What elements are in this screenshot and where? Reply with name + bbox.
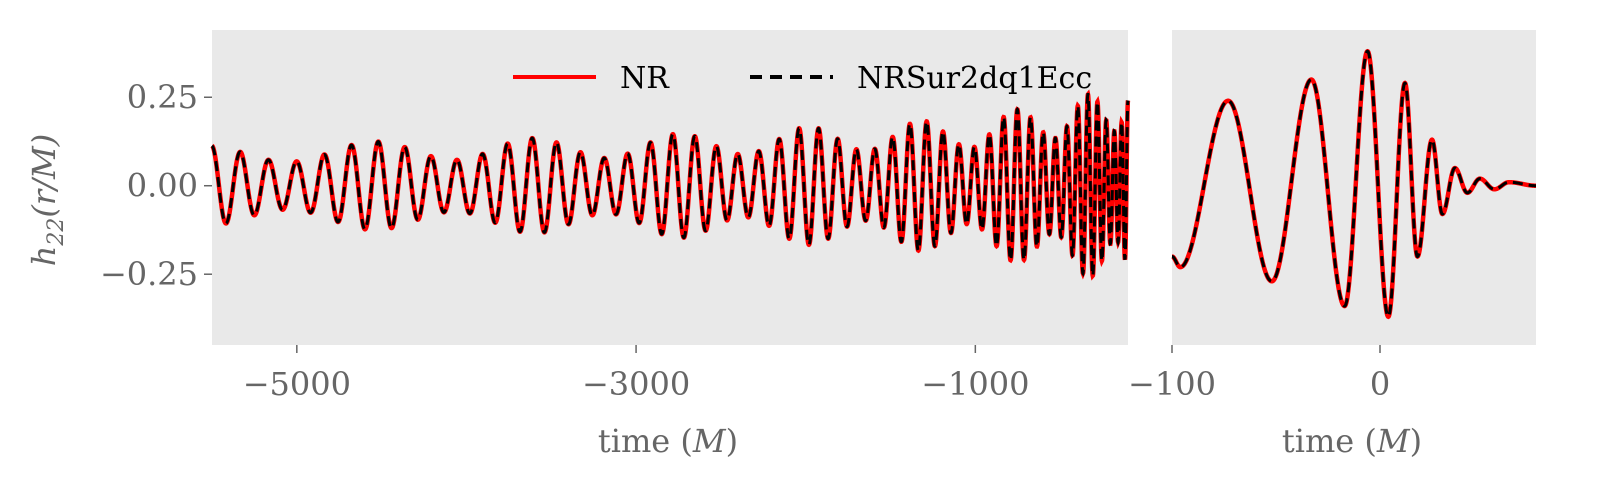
series-line-nrsur2dq1ecc-right — [1171, 49, 1536, 319]
right-x-axis-label: time (M) — [1282, 422, 1422, 460]
left-panel-background — [212, 30, 1128, 345]
right-x-axis-label-suffix: ) — [1410, 422, 1422, 460]
legend-surrogate-label: NRSur2dq1Ecc — [857, 61, 1092, 96]
left-x-axis-label-prefix: time ( — [598, 422, 693, 460]
legend-nr-label: NR — [620, 61, 670, 96]
left-x-tick-label: −1000 — [921, 365, 1029, 403]
right-x-axis-label-unit: M — [1376, 422, 1411, 460]
y-axis-label-h: h — [25, 246, 63, 267]
y-axis-label: h22(r/M) — [25, 134, 69, 266]
y-tick-label: −0.25 — [100, 255, 198, 293]
left-x-axis-label: time (M) — [598, 422, 738, 460]
right-x-axis-label-prefix: time ( — [1282, 422, 1377, 460]
left-panel-series — [210, 89, 1131, 281]
series-line-nr-left — [210, 89, 1131, 281]
left-x-axis-label-unit: M — [692, 422, 727, 460]
legend: NR NRSur2dq1Ecc — [513, 61, 1092, 96]
y-tick-label: 0.00 — [127, 167, 198, 205]
left-x-tick-label: −3000 — [582, 365, 690, 403]
axes-ticks: 0.250.00−0.25−5000 −3000 −1000 −100 0 — [100, 78, 1390, 403]
left-x-axis-label-suffix: ) — [726, 422, 738, 460]
right-x-tick-label: −100 — [1128, 365, 1216, 403]
y-tick-label: 0.25 — [127, 78, 198, 116]
right-x-tick-label: 0 — [1370, 365, 1390, 403]
y-axis-label-rest: (r/M) — [25, 134, 63, 218]
left-x-tick-label: −5000 — [243, 365, 351, 403]
y-axis-label-sub: 22 — [44, 218, 69, 247]
right-panel-series — [1171, 48, 1536, 320]
